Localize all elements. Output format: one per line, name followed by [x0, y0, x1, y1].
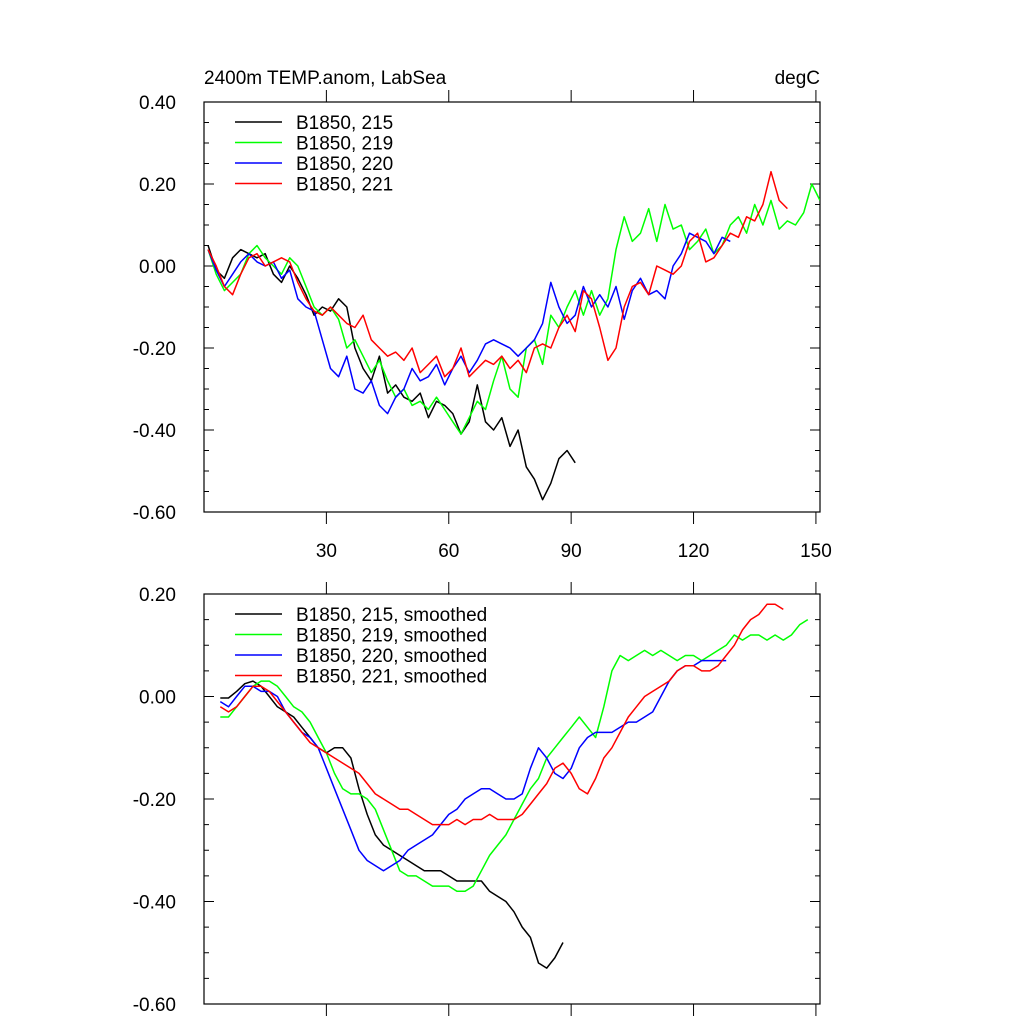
bottom-series-line-4	[219, 603, 784, 826]
top-legend-label: B1850, 215	[296, 113, 393, 134]
top-xtick-label: 30	[316, 541, 337, 562]
top-legend-label: B1850, 219	[296, 134, 393, 155]
bottom-legend-label: B1850, 219, smoothed	[296, 626, 487, 647]
bottom-legend-label: B1850, 221, smoothed	[296, 667, 487, 688]
top-ytick-label: -0.20	[133, 339, 176, 360]
bottom-legend-label: B1850, 220, smoothed	[296, 646, 487, 667]
top-xtick-label: 60	[438, 541, 459, 562]
top-xtick-label: 90	[561, 541, 582, 562]
top-xtick-label: 150	[800, 541, 832, 562]
bottom-ytick-label: -0.40	[133, 893, 176, 914]
chart-title: 2400m TEMP.anom, LabSea	[204, 68, 447, 89]
top-ytick-label: 0.20	[139, 175, 176, 196]
top-ytick-label: 0.40	[139, 93, 176, 114]
top-legend-label: B1850, 221	[296, 175, 393, 196]
bottom-ytick-label: 0.20	[139, 585, 176, 606]
top-series-line-2	[207, 183, 820, 435]
bottom-ytick-label: 0.00	[139, 688, 176, 709]
bottom-ytick-label: -0.20	[133, 790, 176, 811]
bottom-panel: -0.60 -0.40 -0.20 0.00 0.20 B1850, 215, smoot…	[133, 582, 821, 1016]
bottom-ytick-label: -0.60	[133, 995, 176, 1016]
top-series-line-1	[207, 245, 576, 501]
top-xtick-label: 120	[678, 541, 710, 562]
top-legend-label: B1850, 220	[296, 154, 393, 175]
top-panel: -0.60 -0.40 -0.20 0.00 0.20 0.40 30 60 90 120 150 B…	[133, 90, 832, 562]
top-ytick-label: -0.40	[133, 421, 176, 442]
bottom-legend-label: B1850, 215, smoothed	[296, 605, 487, 626]
units-label: degC	[775, 68, 820, 89]
top-series-line-4	[207, 170, 788, 378]
top-ytick-label: -0.60	[133, 503, 176, 524]
bottom-series-line-3	[219, 659, 727, 872]
top-series-line-3	[207, 232, 731, 415]
top-ytick-label: 0.00	[139, 257, 176, 278]
